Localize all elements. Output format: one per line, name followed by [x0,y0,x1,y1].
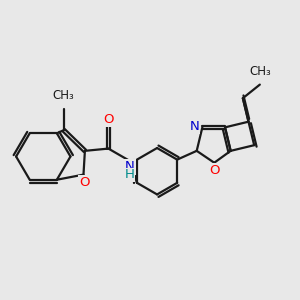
Text: O: O [103,112,114,126]
Text: CH₃: CH₃ [53,89,74,102]
Text: O: O [210,164,220,177]
Text: H: H [125,168,135,181]
Text: O: O [79,176,90,189]
Text: CH₃: CH₃ [250,65,271,78]
Text: N: N [190,120,199,133]
Text: N: N [125,160,135,173]
